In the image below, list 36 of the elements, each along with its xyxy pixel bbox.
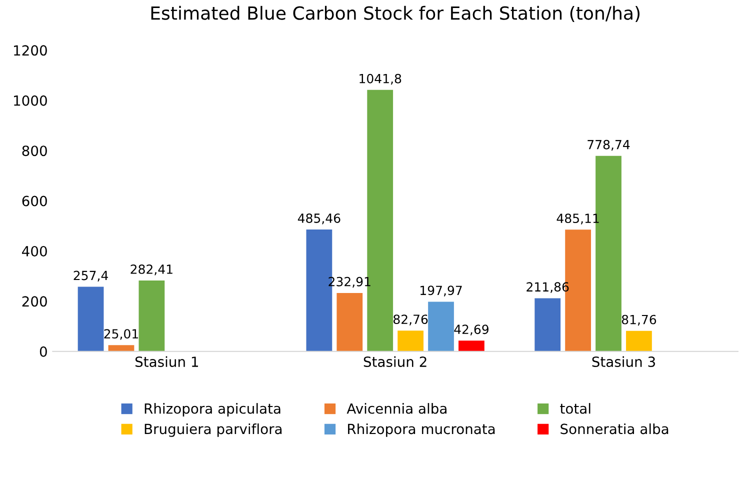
y-tick-label: 1000 — [14, 95, 47, 106]
chart-title: Estimated Blue Carbon Stock for Each Station (ton/ha) — [151, 6, 640, 22]
legend-label: Bruguiera parviflora — [144, 423, 282, 437]
y-tick-label: 400 — [22, 246, 47, 256]
data-label: 25,01 — [104, 329, 138, 340]
legend-label: Sonneratia alba — [560, 423, 668, 434]
x-tick-label: Stasiun 2 — [364, 356, 426, 368]
data-label: 282,41 — [130, 264, 172, 276]
legend-label: Rhizopora apiculata — [144, 403, 280, 416]
bar — [138, 280, 165, 352]
data-label: 42,69 — [454, 324, 488, 336]
y-tick-label: 600 — [22, 196, 47, 206]
data-label: 778,74 — [588, 140, 630, 151]
bar — [458, 340, 484, 352]
y-tick-label: 800 — [22, 146, 47, 156]
y-tick-label: 0 — [40, 346, 47, 357]
data-label: 81,76 — [622, 314, 656, 326]
bar — [336, 292, 363, 352]
y-tick-label: 200 — [22, 296, 47, 307]
bar — [78, 286, 104, 352]
data-label: 197,97 — [420, 286, 462, 296]
data-label: 1041,8 — [360, 74, 402, 85]
legend-label: Avicennia alba — [346, 403, 446, 414]
bar — [398, 330, 424, 352]
legend-label: total — [560, 403, 590, 414]
data-label: 82,76 — [394, 314, 428, 326]
data-label: 257,4 — [74, 270, 108, 282]
legend-label: Rhizopora mucronata — [348, 423, 495, 437]
data-label: 485,46 — [298, 214, 340, 224]
bar — [534, 298, 561, 352]
x-tick-label: Stasiun 1 — [135, 356, 198, 368]
y-tick-label: 1200 — [14, 45, 47, 56]
bar — [428, 302, 454, 352]
bar — [108, 345, 134, 352]
bar — [626, 330, 652, 352]
x-tick-label: Stasiun 3 — [592, 356, 655, 368]
